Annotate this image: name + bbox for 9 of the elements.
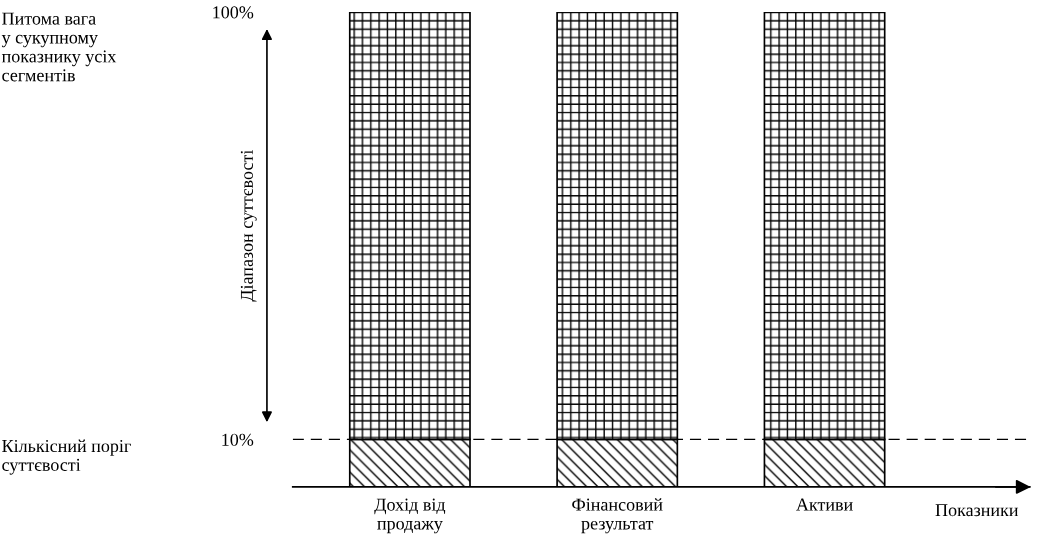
text: Діапазон суттєвості <box>240 149 257 302</box>
ref-line-label: Кількісний поріг суттєвості <box>2 439 131 475</box>
x-axis-title: Показники <box>935 504 1019 517</box>
y-tick-label: 10% <box>222 433 254 446</box>
x-tick-label: Дохід від продажу <box>374 498 446 534</box>
text: Питома вага у сукупному показнику усіх сегментів <box>1 12 117 82</box>
y-tick-label: 100% <box>213 6 254 19</box>
x-tick-label: Фінансовий результат <box>572 498 663 534</box>
x-tick-label: Активи <box>796 498 853 511</box>
